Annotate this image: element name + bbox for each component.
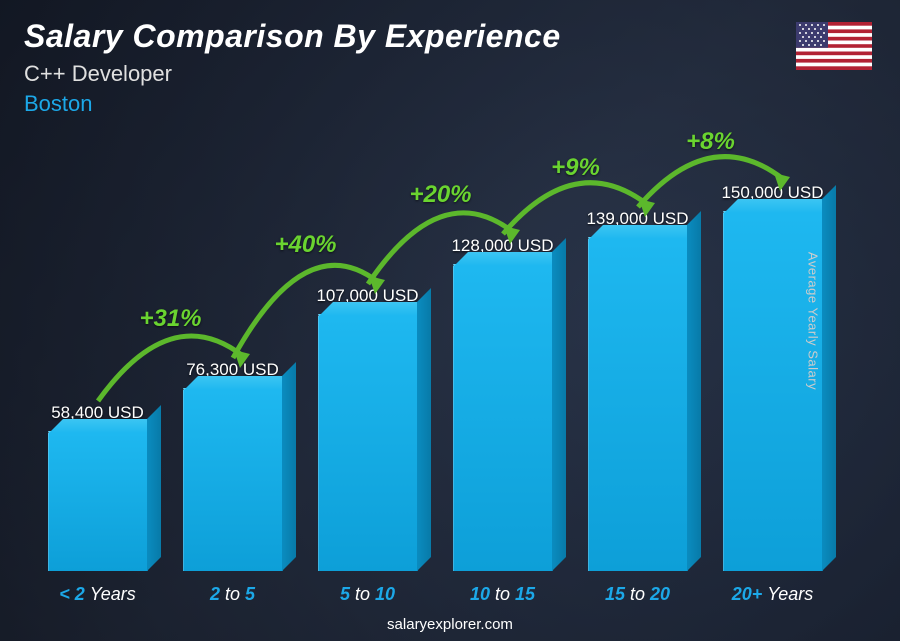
x-axis-label: < 2 Years — [36, 584, 159, 605]
bar — [453, 264, 553, 571]
x-axis-label: 10 to 15 — [441, 584, 564, 605]
header: Salary Comparison By Experience C++ Deve… — [24, 18, 561, 117]
increase-pct-label: +31% — [139, 305, 201, 332]
increase-pct-label: +9% — [551, 154, 600, 181]
flag-icon — [796, 22, 872, 70]
bar-group: 58,400 USD — [36, 403, 159, 571]
x-axis-label: 15 to 20 — [576, 584, 699, 605]
x-axis-label: 5 to 10 — [306, 584, 429, 605]
x-axis-label: 20+ Years — [711, 584, 834, 605]
increase-pct-label: +20% — [409, 181, 471, 208]
page-title: Salary Comparison By Experience — [24, 18, 561, 55]
x-axis-label: 2 to 5 — [171, 584, 294, 605]
bar — [588, 237, 688, 571]
increase-pct-label: +8% — [686, 128, 735, 155]
job-title: C++ Developer — [24, 61, 561, 87]
increase-arrow: +8% — [618, 121, 803, 227]
y-axis-label: Average Yearly Salary — [805, 251, 820, 389]
location: Boston — [24, 91, 561, 117]
bar — [48, 431, 148, 571]
bar-group: 139,000 USD — [576, 209, 699, 571]
increase-pct-label: +40% — [274, 231, 336, 258]
footer-attribution: salaryexplorer.com — [0, 616, 900, 633]
x-axis-labels: < 2 Years 2 to 5 5 to 10 10 to 15 15 to 20 20… — [30, 584, 840, 605]
